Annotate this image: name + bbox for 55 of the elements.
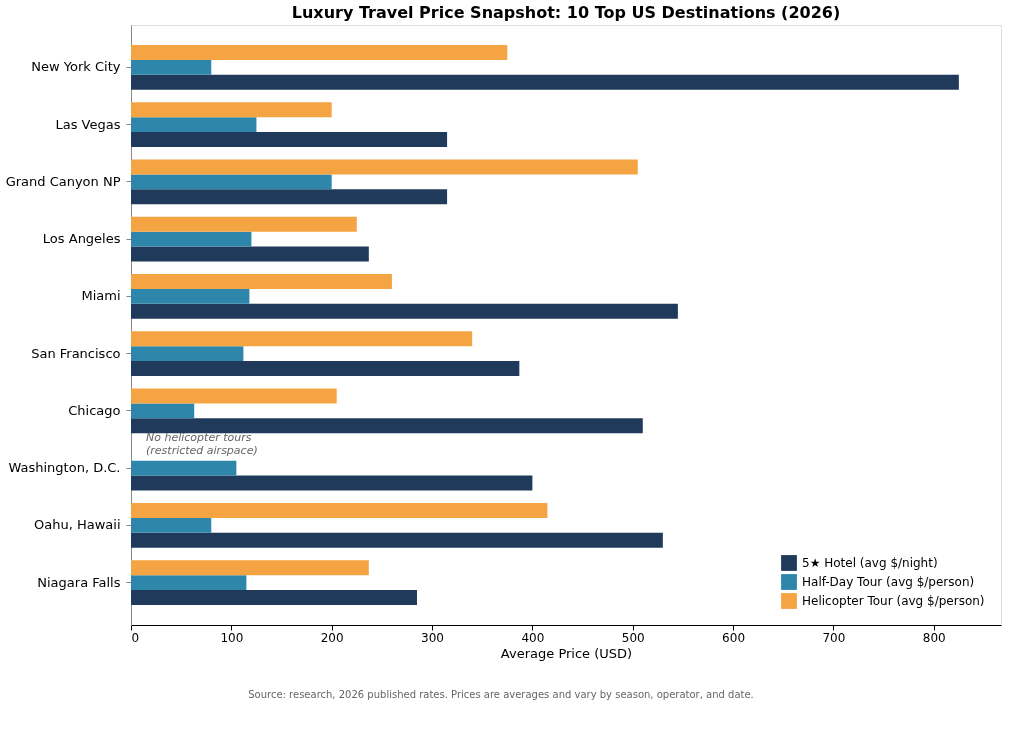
bar <box>131 346 244 362</box>
bar <box>131 288 250 304</box>
bar <box>131 503 548 518</box>
bar <box>131 246 369 262</box>
bar <box>131 102 332 118</box>
x-tick-label: 0 <box>131 630 140 645</box>
bar <box>131 475 533 491</box>
bar <box>131 418 643 434</box>
y-tick-label: New York City <box>31 59 121 75</box>
chart-title: Luxury Travel Price Snapshot: 10 Top US Destinations (2026) <box>291 3 841 22</box>
source-note: Source: research, 2026 published rates. Prices are averages and vary by season, operator, and date. <box>248 689 754 700</box>
y-tick-label: Niagara Falls <box>37 574 121 590</box>
y-tick-label: Miami <box>81 288 121 304</box>
legend-label: Half-Day Tour (avg $/person) <box>802 575 975 589</box>
bar <box>131 560 369 576</box>
bar <box>131 132 448 147</box>
x-tick-label: 700 <box>822 630 846 645</box>
y-tick-label: Oahu, Hawaii <box>33 517 121 533</box>
bar <box>131 403 195 419</box>
y-tick-label: San Francisco <box>31 345 121 361</box>
bar <box>131 59 212 75</box>
x-axis-title: Average Price (USD) <box>500 645 633 661</box>
x-tick-label: 400 <box>521 630 545 645</box>
x-tick-label: 600 <box>722 630 746 645</box>
bar <box>131 590 417 605</box>
bar <box>131 274 392 289</box>
bar <box>131 303 678 319</box>
bar <box>131 117 257 133</box>
y-tick-label: Grand Canyon NP <box>5 173 121 189</box>
bar <box>131 74 959 90</box>
y-tick-label: Chicago <box>68 402 121 418</box>
bar <box>131 174 332 190</box>
y-tick-label: Washington, D.C. <box>8 460 121 476</box>
bar <box>131 388 337 404</box>
bar <box>131 189 448 205</box>
bar <box>131 532 663 548</box>
annotation: No helicopter tours (restricted airspace) <box>146 430 258 457</box>
x-tick-label: 200 <box>320 630 344 645</box>
y-tick-label: Los Angeles <box>42 231 121 247</box>
bar <box>131 460 237 476</box>
legend-label: 5★ Hotel (avg $/night) <box>802 556 938 570</box>
bar <box>131 575 247 591</box>
x-tick-label: 300 <box>421 630 444 645</box>
x-tick-label: 800 <box>922 630 946 645</box>
bar <box>131 231 252 247</box>
bar <box>131 45 508 60</box>
bar <box>131 159 638 175</box>
y-tick-label: Las Vegas <box>55 116 121 132</box>
legend-label: Helicopter Tour (avg $/person) <box>802 594 985 608</box>
bar <box>131 361 520 376</box>
bar <box>131 216 357 232</box>
x-tick-label: 500 <box>621 630 645 645</box>
x-tick-label: 100 <box>220 630 244 645</box>
bar <box>131 331 473 347</box>
bar <box>131 517 212 533</box>
